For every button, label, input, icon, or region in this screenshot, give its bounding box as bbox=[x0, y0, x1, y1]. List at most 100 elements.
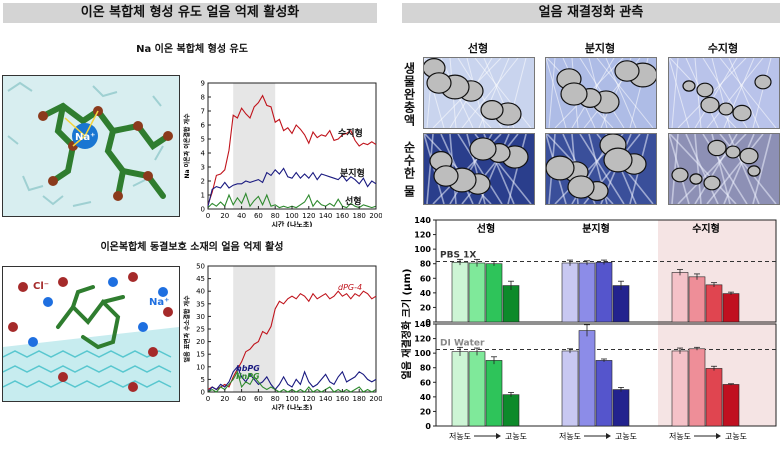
ice-crystal bbox=[703, 175, 721, 191]
x-tick-label: 60 bbox=[254, 395, 263, 403]
ice-crystal bbox=[480, 100, 504, 120]
y-tick-label: 0 bbox=[425, 318, 431, 327]
bar bbox=[451, 351, 469, 427]
y-tick-label: 100 bbox=[414, 245, 431, 254]
x-tick-label: 100 bbox=[285, 212, 298, 220]
grain-boundary bbox=[706, 58, 764, 128]
ice-crystal bbox=[469, 137, 497, 161]
shaded-region bbox=[233, 266, 276, 392]
bar bbox=[468, 262, 486, 323]
y-tick-label: 5 bbox=[201, 136, 205, 144]
y-axis-label: Na 이온과 이온결합 개수 bbox=[183, 113, 191, 178]
grain-boundary bbox=[669, 134, 737, 204]
grain-boundary bbox=[694, 134, 702, 204]
bar bbox=[671, 350, 689, 427]
ice-crystal bbox=[689, 173, 703, 185]
na-complex-image: Na⁺ bbox=[2, 75, 180, 217]
bar bbox=[705, 368, 723, 427]
series-label-linpg: linPG bbox=[236, 372, 260, 381]
bar bbox=[578, 330, 596, 427]
group-label: 수지형 bbox=[692, 222, 720, 235]
micrograph-svg bbox=[546, 134, 654, 204]
x-low-label: 저농도 bbox=[449, 432, 471, 441]
grain-boundary bbox=[694, 58, 738, 128]
ice-crystal bbox=[725, 145, 741, 159]
shaded-region bbox=[233, 83, 276, 209]
y-tick-label: 5 bbox=[201, 376, 205, 384]
group-label: 분지형 bbox=[582, 222, 610, 235]
y-tick-label: 0 bbox=[425, 422, 431, 431]
ice-crystal bbox=[682, 80, 696, 92]
micrograph-0-0 bbox=[423, 57, 535, 129]
y-tick-label: 9 bbox=[201, 80, 205, 88]
grain-boundary bbox=[711, 58, 731, 128]
na-complex-illustration: Na⁺ bbox=[7, 81, 173, 207]
arrow-head bbox=[606, 433, 611, 439]
y-tick-label: 0 bbox=[201, 389, 205, 397]
ice-crystal bbox=[614, 60, 640, 82]
x-tick-label: 20 bbox=[220, 212, 229, 220]
bar bbox=[485, 263, 503, 323]
ice-crystal bbox=[700, 96, 720, 114]
bar bbox=[705, 284, 723, 323]
panel-label: PBS 1X bbox=[440, 251, 476, 261]
series-label-dpg4: dPG-4 bbox=[338, 283, 363, 292]
grain-boundary bbox=[669, 58, 690, 128]
y-tick-label: 120 bbox=[414, 231, 431, 240]
bar-chart: 0 20 40 60 80 100 120 140 PBS 1X 0 20 40 60 80 100 120 1… bbox=[400, 216, 777, 441]
x-tick-label: 100 bbox=[285, 395, 298, 403]
grain-boundary bbox=[752, 58, 772, 128]
bar bbox=[722, 384, 740, 427]
x-high-label: 고농도 bbox=[725, 432, 747, 441]
x-tick-label: 80 bbox=[271, 212, 280, 220]
y-tick-label: 8 bbox=[201, 94, 205, 102]
x-tick-label: 200 bbox=[369, 212, 382, 220]
micrograph-svg bbox=[669, 58, 777, 128]
y-tick-label: 4 bbox=[201, 150, 206, 158]
y-tick-label: 140 bbox=[414, 216, 431, 225]
ice-crystal bbox=[560, 82, 588, 106]
micrograph-0-1 bbox=[545, 57, 657, 129]
ice-surface-illustration: Cl⁻ Na⁺ bbox=[3, 272, 179, 401]
right-header: 얼음 재결정화 관측 bbox=[402, 3, 780, 23]
x-tick-label: 40 bbox=[237, 395, 246, 403]
ice-crystal bbox=[433, 165, 459, 187]
y-axis-label: 얼음 재결정화 크기 (μm) bbox=[400, 269, 413, 380]
grain-boundary bbox=[474, 58, 532, 128]
bar bbox=[502, 285, 520, 323]
series-label-hbpg: hbPG bbox=[236, 364, 260, 373]
left-bottom-title: 이온복합체 동결보호 소재의 얼음 억제 활성 bbox=[100, 242, 284, 253]
y-tick-label: 25 bbox=[196, 326, 205, 334]
bar bbox=[688, 276, 706, 323]
y-tick-label: 7 bbox=[201, 108, 205, 116]
series-label-branched: 분지형 bbox=[340, 169, 365, 179]
x-tick-label: 180 bbox=[353, 395, 366, 403]
series-label-dendritic: 수지형 bbox=[338, 129, 363, 139]
y-tick-label: 60 bbox=[420, 378, 432, 387]
y-tick-label: 60 bbox=[420, 274, 432, 283]
x-tick-label: 80 bbox=[271, 395, 280, 403]
grain-boundary bbox=[507, 134, 527, 204]
group-label: 선형 bbox=[477, 222, 495, 235]
ice-crystal bbox=[754, 74, 772, 90]
x-low-label: 저농도 bbox=[559, 432, 581, 441]
grain-boundary bbox=[719, 58, 777, 128]
ice-crystal bbox=[739, 147, 759, 165]
bar bbox=[595, 261, 613, 323]
ice-crystal bbox=[732, 104, 752, 122]
bar bbox=[612, 389, 630, 427]
x-tick-label: 160 bbox=[336, 395, 349, 403]
micrograph-svg bbox=[424, 134, 532, 204]
x-axis-label: 시간 (나노초) bbox=[271, 403, 312, 410]
x-tick-label: 140 bbox=[319, 395, 332, 403]
micrograph-1-0 bbox=[423, 133, 535, 205]
micro-col-label-linear: 선형 bbox=[467, 42, 489, 55]
ice-crystal bbox=[747, 165, 761, 177]
na-ion-label: Na⁺ bbox=[75, 132, 95, 143]
x-tick-label: 60 bbox=[254, 212, 263, 220]
y-tick-label: 6 bbox=[201, 122, 206, 130]
grain-boundary bbox=[426, 134, 434, 204]
ice-crystal bbox=[546, 155, 575, 181]
y-tick-label: 15 bbox=[196, 351, 205, 359]
bar bbox=[561, 262, 579, 323]
